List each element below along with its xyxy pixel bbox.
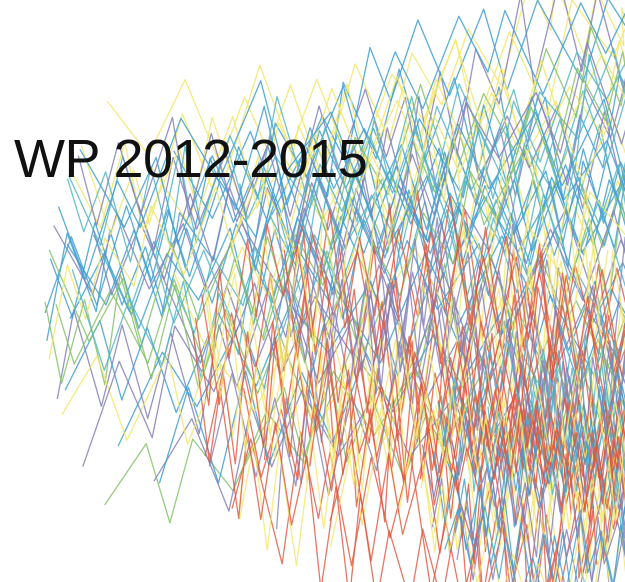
scribble-stroke: [420, 193, 625, 296]
scribble-stroke: [203, 119, 596, 371]
scribble-stroke: [55, 129, 625, 368]
scribble-stroke: [420, 391, 625, 538]
scribble-stroke: [69, 127, 625, 320]
scribble-stroke: [44, 2, 625, 314]
scribble-stroke: [48, 249, 625, 433]
scribble-stroke: [66, 146, 625, 318]
scribble-stroke: [435, 369, 625, 477]
scribble-stroke: [57, 80, 625, 280]
scribble-stroke: [242, 295, 625, 492]
scribble-stroke: [80, 0, 625, 236]
scribble-stroke: [365, 277, 625, 511]
scribble-stroke: [93, 95, 623, 296]
scribble-stroke: [208, 306, 625, 539]
scribble-stroke: [437, 385, 625, 535]
scribble-stroke: [518, 375, 625, 509]
page-title: WP 2012-2015: [14, 129, 368, 189]
scribble-stroke: [537, 401, 625, 487]
scribble-stroke: [479, 443, 625, 551]
scribble-stroke: [48, 92, 625, 360]
scribble-stroke: [173, 0, 625, 219]
scribble-stroke: [283, 209, 625, 366]
scribble-stroke: [338, 226, 625, 392]
scribble-stroke: [106, 0, 625, 178]
scribble-stroke: [117, 227, 625, 447]
scribble-stroke: [430, 382, 625, 527]
scribble-stroke: [440, 385, 625, 494]
scribble-stroke: [446, 273, 625, 420]
scribble-stroke: [261, 148, 625, 258]
inner-scribble-circle: [419, 331, 625, 582]
scribble-stroke: [276, 211, 625, 419]
scribble-stroke: [262, 51, 625, 364]
scribble-stroke: [447, 164, 625, 312]
scribble-stroke: [79, 96, 625, 245]
scribble-stroke: [456, 448, 625, 582]
scribble-stroke: [444, 506, 625, 582]
scribble-stroke: [309, 268, 625, 503]
scribble-stroke: [155, 47, 625, 325]
scribble-stroke: [437, 398, 625, 513]
scribble-stroke: [420, 454, 625, 582]
scribble-stroke: [172, 191, 625, 347]
scribble-stroke: [70, 39, 625, 231]
scribble-stroke: [427, 400, 625, 513]
scribble-stroke: [82, 209, 625, 467]
